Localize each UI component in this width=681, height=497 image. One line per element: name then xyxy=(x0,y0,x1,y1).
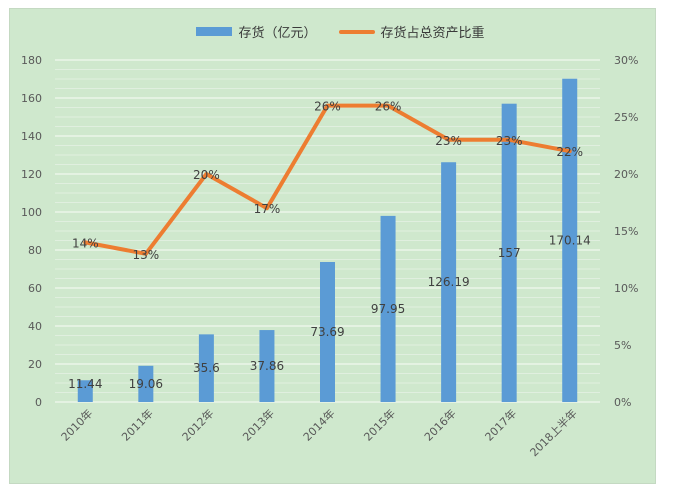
bar-data-label: 157 xyxy=(498,246,521,260)
y-left-tick-label: 80 xyxy=(28,244,42,257)
x-tick-label: 2012年 xyxy=(179,406,216,443)
x-tick-label: 2013年 xyxy=(240,406,277,443)
line-data-label: 13% xyxy=(132,248,159,262)
line-data-label: 22% xyxy=(556,145,583,159)
line-data-label: 14% xyxy=(72,236,99,250)
series-line xyxy=(83,103,572,256)
bar-data-label: 97.95 xyxy=(371,302,405,316)
bar xyxy=(198,334,214,402)
bar xyxy=(501,103,517,402)
bar xyxy=(138,365,154,402)
bar-data-label: 126.19 xyxy=(428,275,470,289)
y-right-tick-label: 10% xyxy=(614,282,638,295)
y-left-tick-label: 40 xyxy=(28,320,42,333)
bar xyxy=(77,380,93,402)
bar-data-label: 11.44 xyxy=(68,377,102,391)
y-left-tick-label: 100 xyxy=(21,206,42,219)
y-left-tick-label: 180 xyxy=(21,54,42,67)
bar-data-label: 19.06 xyxy=(129,377,163,391)
line-data-label: 23% xyxy=(435,134,462,148)
line-data-label: 20% xyxy=(193,168,220,182)
line-data-label: 17% xyxy=(254,202,281,216)
x-tick-label: 2011年 xyxy=(118,406,155,443)
x-tick-label: 2016年 xyxy=(421,406,458,443)
bar-data-label: 170.14 xyxy=(549,233,591,247)
y-left-tick-label: 20 xyxy=(28,358,42,371)
line-data-label: 26% xyxy=(375,100,402,114)
legend-label-ratio: 存货占总资产比重 xyxy=(380,26,485,41)
y-right-tick-label: 25% xyxy=(614,111,638,124)
legend-label-inventory: 存货（亿元） xyxy=(238,26,317,41)
legend-swatch-bar xyxy=(196,27,233,36)
y-left-tick-label: 160 xyxy=(21,92,42,105)
line-data-label: 26% xyxy=(314,100,341,114)
chart-area xyxy=(9,8,656,484)
bar xyxy=(380,215,396,402)
x-tick-label: 2010年 xyxy=(58,406,95,443)
y-left-tick-label: 60 xyxy=(28,282,42,295)
bar-data-label: 73.69 xyxy=(310,325,344,339)
bar xyxy=(259,330,275,402)
y-right-tick-label: 30% xyxy=(614,54,638,67)
legend: 存货（亿元） 存货占总资产比重 xyxy=(0,22,681,41)
legend-item-ratio: 存货占总资产比重 xyxy=(338,22,485,41)
legend-item-inventory: 存货（亿元） xyxy=(196,22,317,41)
bar-data-label: 37.86 xyxy=(250,359,284,373)
bar xyxy=(441,162,457,402)
x-tick-label: 2017年 xyxy=(482,406,519,443)
bar-data-label: 35.6 xyxy=(193,361,220,375)
y-left-tick-label: 0 xyxy=(35,396,42,409)
bar xyxy=(320,261,335,402)
y-right-tick-label: 15% xyxy=(614,225,638,238)
y-right-tick-label: 20% xyxy=(614,168,638,181)
x-tick-label: 2014年 xyxy=(300,406,337,443)
y-right-tick-label: 5% xyxy=(614,339,631,352)
y-left-tick-label: 140 xyxy=(21,130,42,143)
x-tick-label: 2015年 xyxy=(361,406,398,443)
legend-swatch-line xyxy=(338,29,375,34)
y-left-tick-label: 120 xyxy=(21,168,42,181)
y-right-tick-label: 0% xyxy=(614,396,631,409)
line-data-label: 23% xyxy=(496,134,523,148)
bar xyxy=(562,78,578,402)
x-tick-label: 2018上半年 xyxy=(527,406,580,459)
